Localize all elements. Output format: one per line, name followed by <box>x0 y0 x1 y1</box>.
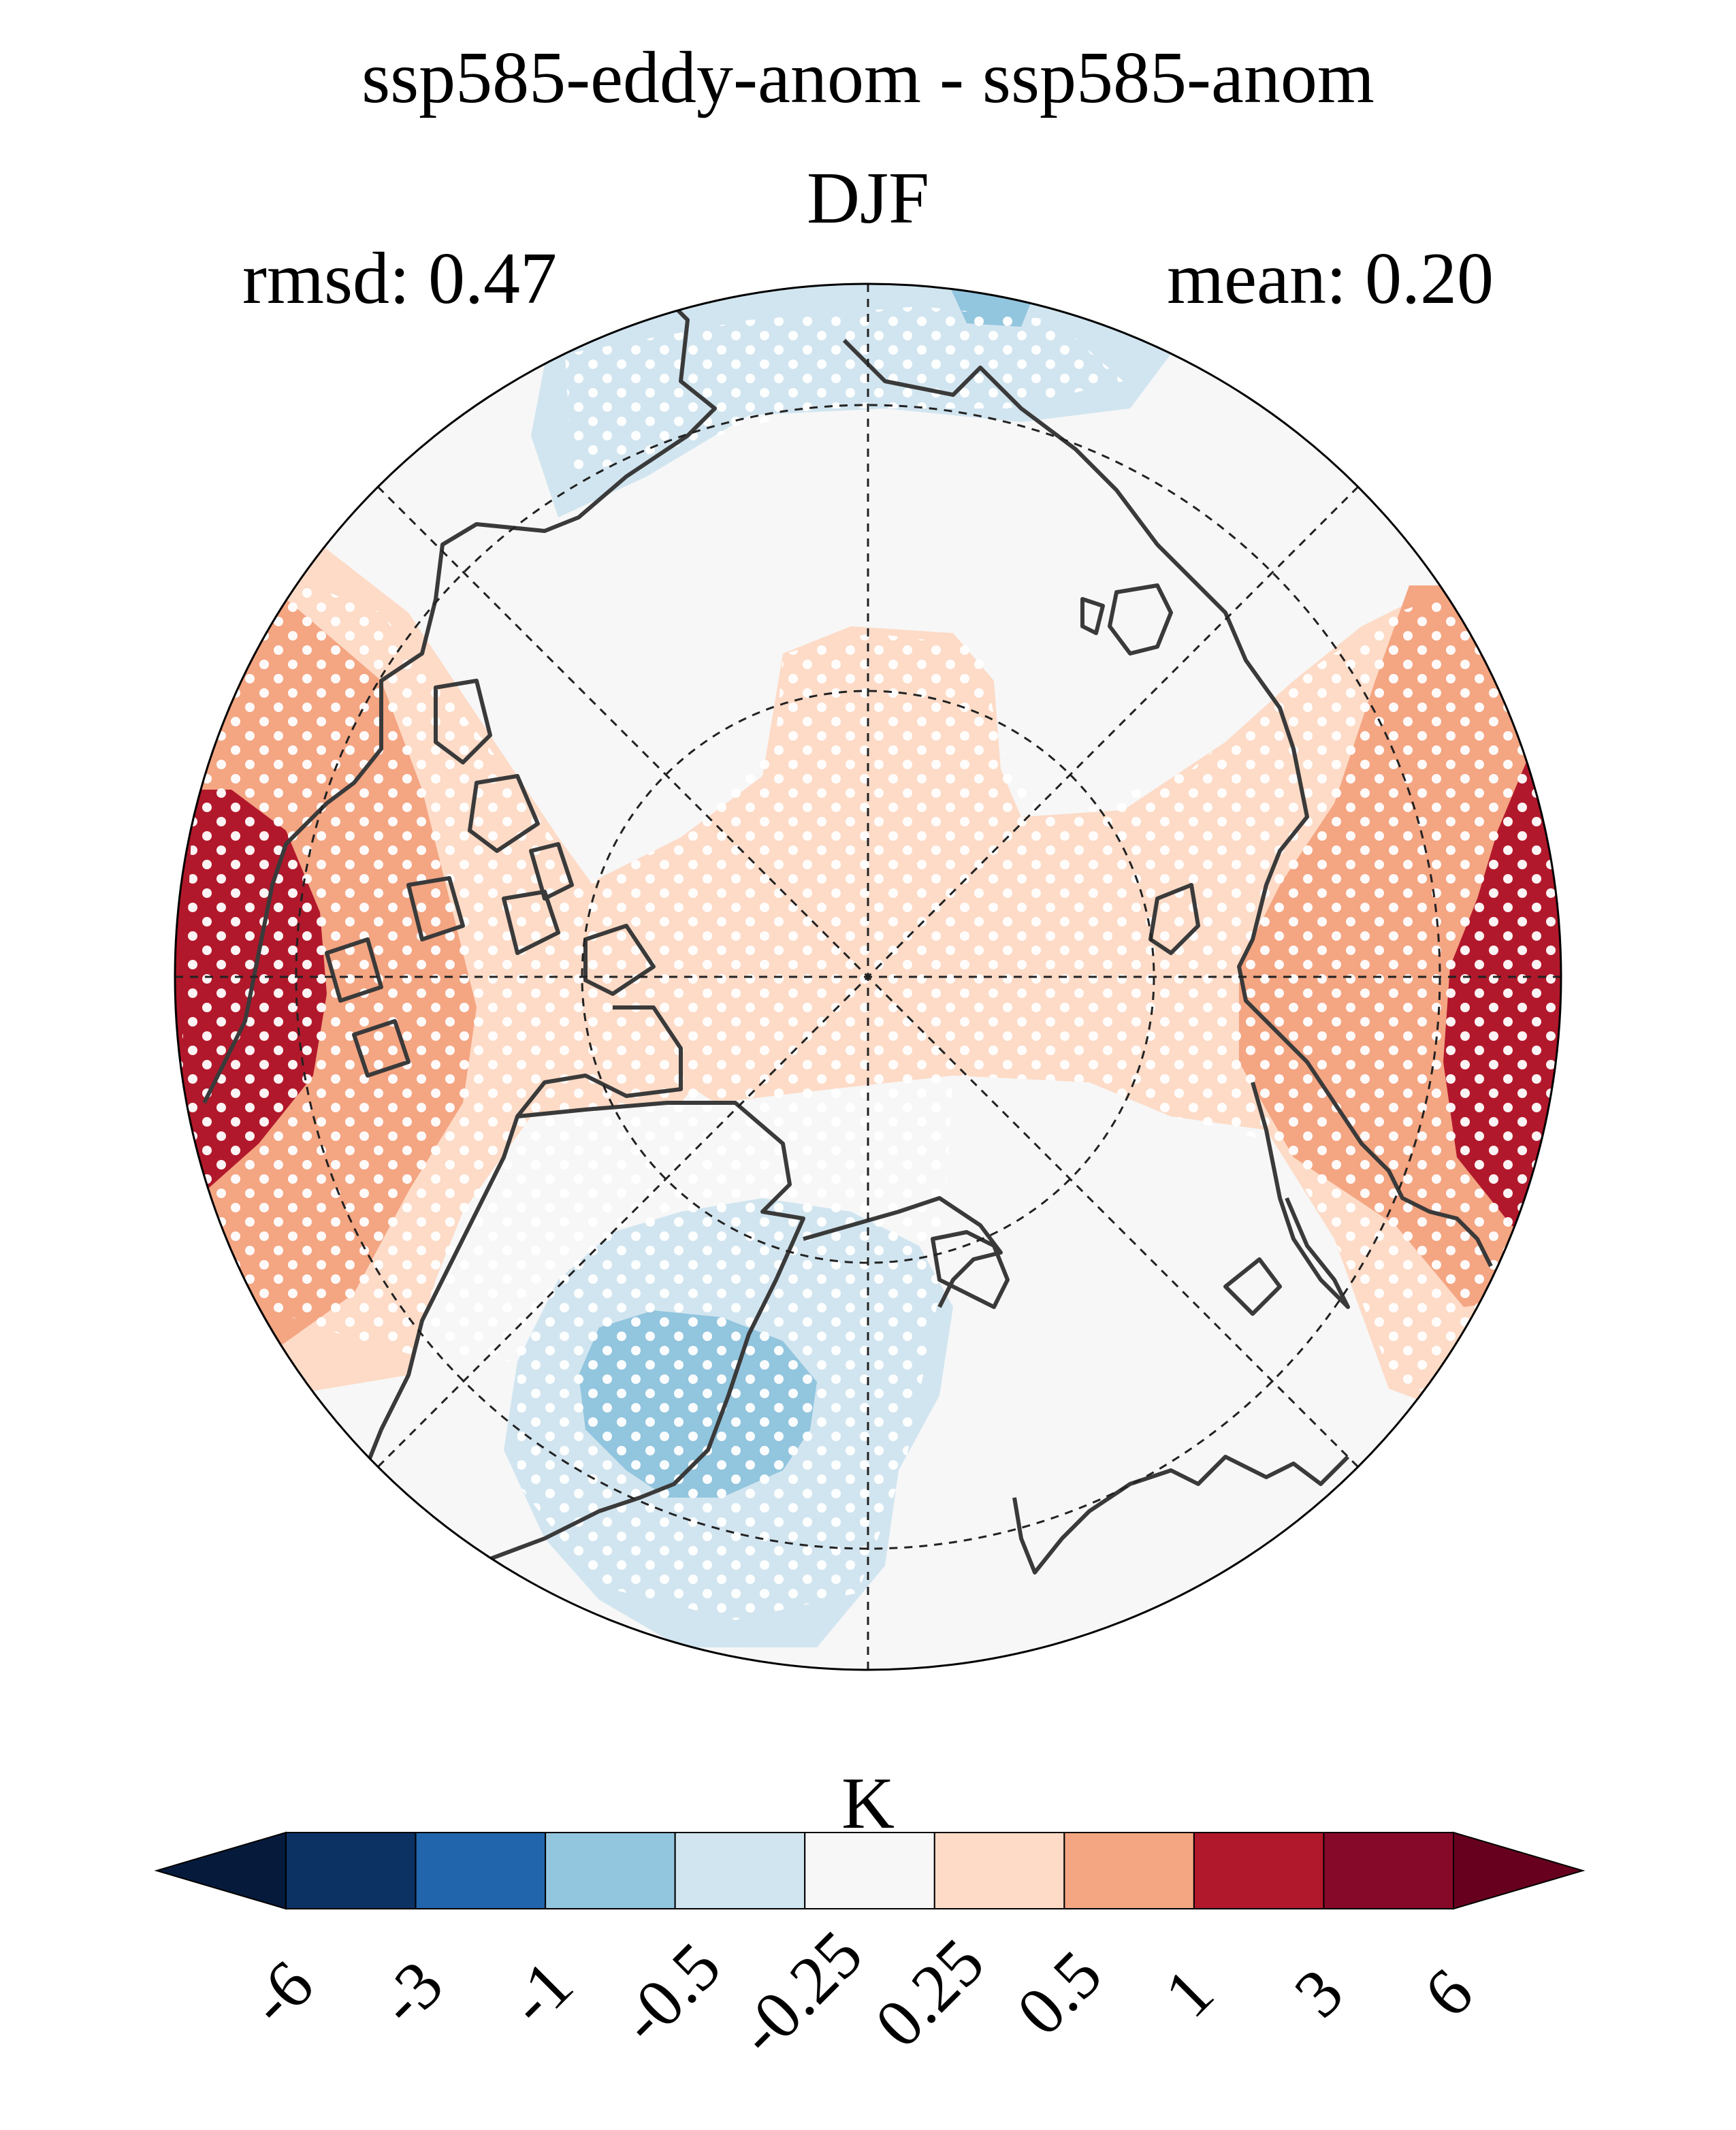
colorbar-extend-over <box>1453 1831 1586 1910</box>
colorbar-tick-label: 0.25 <box>861 1924 998 2061</box>
colorbar-tick-label: -0.25 <box>723 1916 877 2070</box>
colorbar-tick-label: -0.5 <box>605 1928 735 2057</box>
map-boundary <box>174 283 1562 1671</box>
coastline-canadian-archipelago <box>325 679 656 1078</box>
colorbar-unit-label: K <box>841 1763 895 1844</box>
coastline-chukotka <box>931 1230 1010 1309</box>
colorbar-tick-label: 3 <box>1280 1954 1357 2032</box>
coastline-svalbard <box>1080 583 1173 656</box>
colorbar-swatch <box>804 1832 935 1909</box>
colorbar: -6 -3 -1 -0.5-0.250.25 0.5 1 3 6 <box>154 1831 1586 2070</box>
coastline-siberia <box>803 1196 1003 1308</box>
coastline-alaska <box>475 1101 805 1568</box>
field-layer <box>175 284 1561 1647</box>
colorbar-swatch <box>1193 1832 1325 1909</box>
colorbar-tick-label: -3 <box>364 1946 457 2039</box>
colorbar-extend-under <box>154 1831 287 1910</box>
meridian-diagonal-2 <box>376 485 1360 1468</box>
colorbar-swatch <box>674 1832 806 1909</box>
colorbar-tick-label: 6 <box>1410 1954 1488 2032</box>
colorbar-tick-labels: -6 -3 -1 -0.5-0.250.25 0.5 1 3 6 <box>234 1916 1488 2070</box>
colorbar-tick-label: 0.5 <box>1002 1936 1116 2050</box>
top-stippling <box>565 306 1123 477</box>
rmsd-label: rmsd: 0.47 <box>242 238 558 319</box>
colorbar-tick-label: -1 <box>494 1946 587 2039</box>
map-title: ssp585-eddy-anom - ssp585-anom <box>361 37 1375 118</box>
season-label: DJF <box>806 158 930 239</box>
colorbar-tick-label: -6 <box>234 1946 327 2039</box>
colorbar-swatch <box>1063 1832 1195 1909</box>
coastline-scandinavia <box>1251 1082 1350 1309</box>
colorbar-swatches <box>154 1831 1586 1910</box>
significance-stippling <box>177 545 1561 1620</box>
polar-map <box>174 283 1562 1671</box>
colorbar-tick-label: 1 <box>1151 1954 1228 2032</box>
mean-label: mean: 0.20 <box>1167 238 1494 319</box>
coastline-kamchatka <box>1012 1455 1350 1575</box>
colorbar-swatch <box>285 1832 417 1909</box>
coastline-north-sea <box>1223 1257 1282 1316</box>
graticule <box>175 284 1561 1670</box>
coastline-eurasia <box>842 338 1493 1268</box>
coastlines <box>202 284 1493 1575</box>
colorbar-swatch <box>415 1832 547 1909</box>
coastline-novaya-zemlya <box>1148 883 1200 955</box>
colorbar-swatch <box>1323 1832 1455 1909</box>
colorbar-swatch <box>545 1832 676 1909</box>
coastline-greenland <box>202 284 717 1104</box>
colorbar-swatch <box>933 1832 1065 1909</box>
